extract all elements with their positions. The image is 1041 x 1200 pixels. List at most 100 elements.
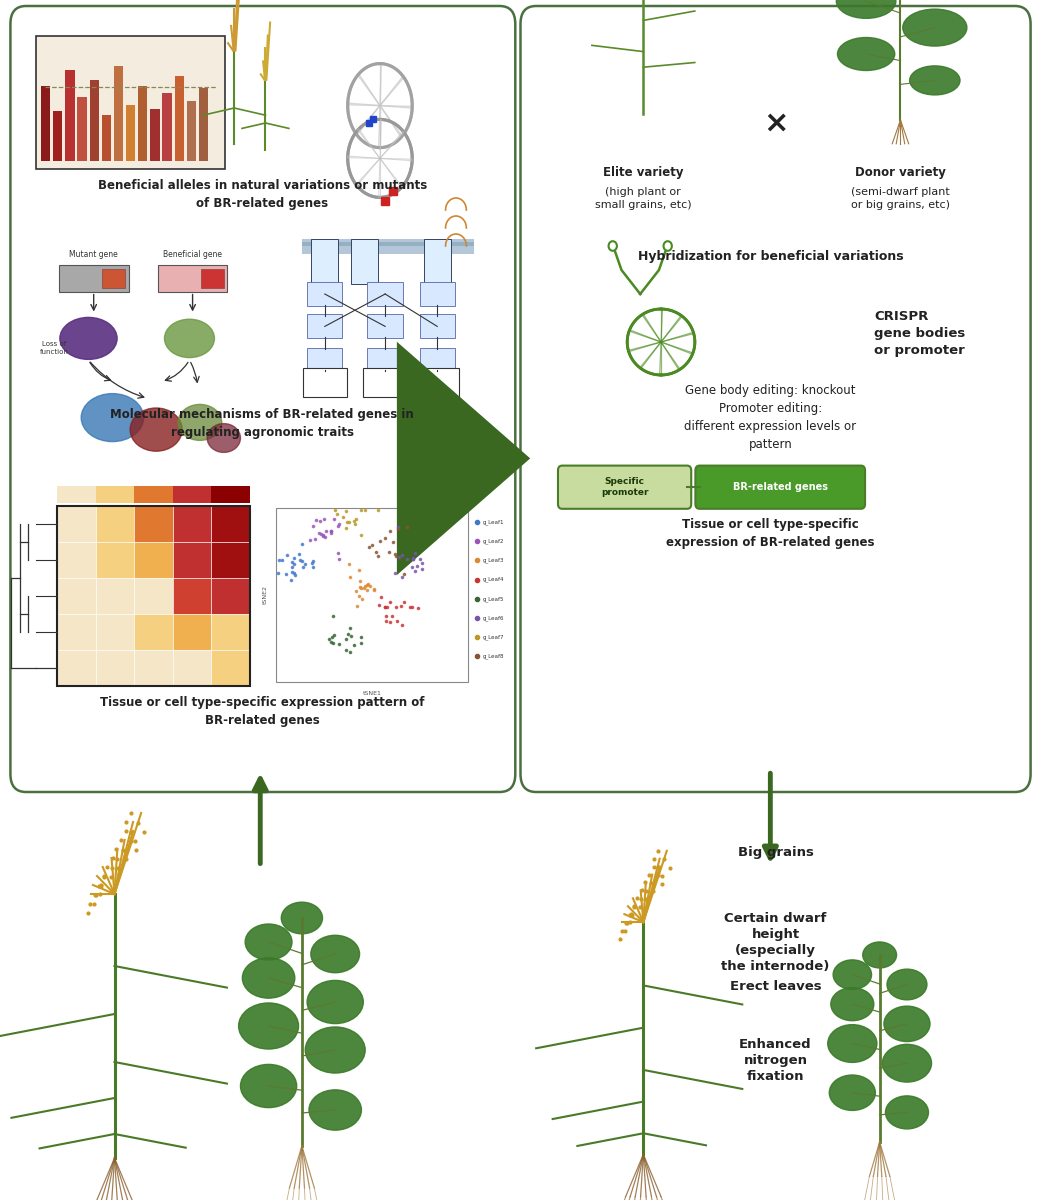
FancyBboxPatch shape (36, 36, 225, 169)
FancyBboxPatch shape (58, 265, 129, 292)
Point (387, 564, 404, 583)
Text: (high plant or
small grains, etc): (high plant or small grains, etc) (595, 187, 691, 210)
Point (354, 589, 371, 608)
Bar (134, 650, 173, 686)
Point (384, 607, 401, 626)
Point (346, 511, 362, 530)
Ellipse shape (828, 1025, 877, 1062)
Ellipse shape (887, 970, 926, 1000)
Point (402, 598, 418, 617)
Point (331, 635, 348, 654)
Bar (150, 109, 159, 161)
Point (388, 612, 405, 631)
Text: Tissue or cell type-specific
expression of BR-related genes: Tissue or cell type-specific expression … (666, 518, 874, 550)
Point (387, 546, 404, 565)
Point (351, 586, 367, 605)
Text: Mutant gene: Mutant gene (70, 250, 118, 259)
Point (373, 588, 389, 607)
FancyArrowPatch shape (397, 342, 530, 575)
Text: CRISPR
gene bodies
or promoter: CRISPR gene bodies or promoter (874, 310, 966, 356)
Text: g_Leaf7: g_Leaf7 (483, 635, 505, 640)
Point (295, 557, 311, 576)
FancyBboxPatch shape (158, 265, 227, 292)
Ellipse shape (833, 960, 871, 989)
FancyBboxPatch shape (363, 368, 407, 397)
Text: Certain dwarf
height
(especially
the internode): Certain dwarf height (especially the int… (721, 912, 830, 973)
Point (341, 618, 358, 637)
Point (407, 544, 424, 563)
Bar (134, 486, 173, 503)
Point (294, 551, 310, 570)
Bar (96, 486, 134, 503)
Bar (199, 89, 208, 161)
Point (414, 553, 431, 572)
Point (283, 552, 300, 571)
Point (396, 564, 412, 583)
Text: g_Leaf8: g_Leaf8 (483, 654, 505, 659)
FancyBboxPatch shape (420, 348, 455, 372)
Point (315, 510, 332, 529)
Ellipse shape (309, 1090, 361, 1130)
Bar (211, 506, 250, 542)
Text: Molecular mechanisms of BR-related genes in
regulating agronomic traits: Molecular mechanisms of BR-related genes… (110, 408, 414, 439)
Point (404, 558, 421, 577)
Point (357, 500, 374, 520)
Bar (57, 614, 96, 650)
Ellipse shape (243, 958, 295, 998)
Ellipse shape (836, 0, 896, 18)
Point (405, 550, 422, 569)
Ellipse shape (830, 1075, 875, 1110)
Text: Donor variety: Donor variety (855, 166, 946, 179)
Ellipse shape (837, 37, 895, 71)
Point (314, 527, 331, 546)
FancyBboxPatch shape (367, 348, 403, 372)
FancyBboxPatch shape (367, 314, 403, 338)
Point (361, 577, 378, 596)
FancyBboxPatch shape (558, 466, 691, 509)
Point (356, 578, 373, 598)
Bar (302, 242, 474, 246)
Point (393, 545, 410, 564)
Bar (173, 614, 211, 650)
Text: Beneficial gene: Beneficial gene (163, 250, 222, 259)
Point (304, 516, 321, 535)
Text: Elite variety: Elite variety (603, 166, 684, 179)
Point (409, 557, 426, 576)
Point (278, 565, 295, 584)
Bar (134, 506, 173, 542)
Point (291, 550, 308, 569)
Point (329, 505, 346, 524)
Ellipse shape (863, 942, 896, 968)
Point (305, 558, 322, 577)
Bar (96, 650, 134, 686)
Bar (173, 542, 211, 578)
Point (311, 523, 328, 542)
Point (318, 521, 334, 540)
Point (346, 635, 362, 654)
Point (325, 606, 341, 625)
Point (341, 568, 358, 587)
Bar (96, 506, 134, 542)
Text: g_Leaf3: g_Leaf3 (483, 558, 505, 563)
Bar (102, 269, 125, 288)
Point (323, 523, 339, 542)
Point (338, 502, 355, 521)
Point (390, 517, 407, 536)
Bar (66, 70, 75, 161)
Bar (276, 508, 468, 682)
Ellipse shape (81, 394, 144, 442)
Point (365, 580, 382, 599)
Point (372, 532, 388, 551)
Point (324, 628, 340, 647)
Ellipse shape (246, 924, 291, 960)
Point (359, 575, 376, 594)
Text: Specific
promoter: Specific promoter (601, 478, 649, 497)
Text: g_Leaf2: g_Leaf2 (483, 539, 505, 544)
Bar (53, 112, 62, 161)
Point (385, 533, 402, 552)
Ellipse shape (305, 1027, 365, 1073)
Point (331, 515, 348, 534)
Point (340, 624, 357, 643)
Bar (134, 614, 173, 650)
Text: BR-related genes: BR-related genes (733, 482, 828, 492)
